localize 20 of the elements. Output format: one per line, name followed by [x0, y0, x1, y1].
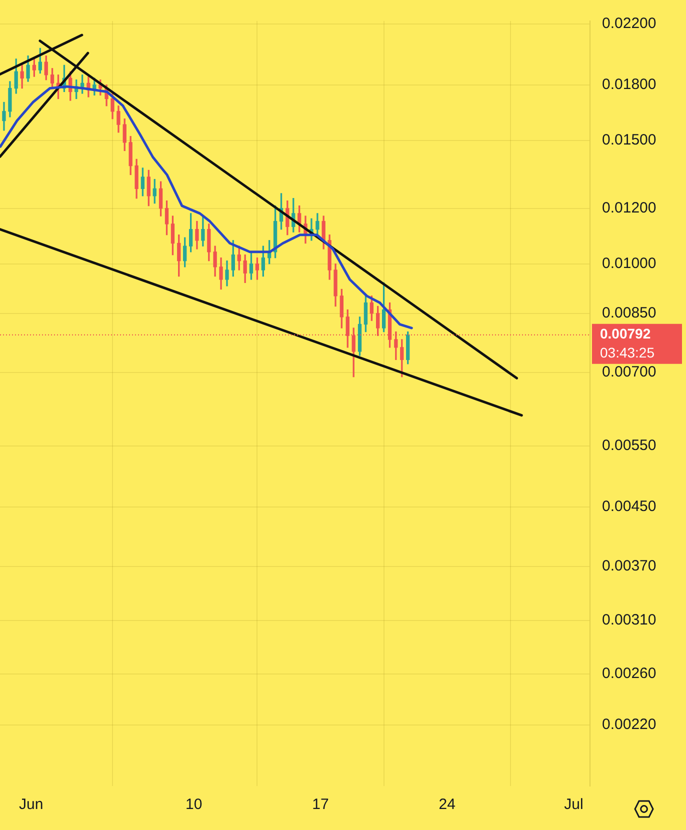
x-tick-label: Jul	[564, 796, 584, 814]
y-tick-label: 0.02200	[602, 14, 656, 32]
x-tick-label: Jun	[19, 796, 44, 814]
y-tick-label: 0.00310	[602, 612, 656, 629]
y-tick-label: 0.00550	[602, 437, 656, 454]
y-tick-label: 0.01500	[602, 132, 656, 149]
y-tick-label: 0.01200	[602, 199, 656, 216]
y-tick-label: 0.00450	[602, 498, 656, 516]
y-tick-label: 0.00220	[602, 716, 656, 734]
text: 03:43:25	[600, 344, 655, 361]
x-tick-label: 17	[312, 796, 329, 814]
y-tick-label: 0.00260	[602, 665, 656, 682]
y-tick-label: 0.01800	[602, 76, 656, 93]
y-tick-label: 0.00850	[602, 304, 656, 322]
ref-line-label: 0.00792	[600, 326, 651, 342]
y-tick-label: 0.01000	[602, 254, 656, 272]
x-tick-label: 10	[186, 796, 202, 814]
x-tick-label: 24	[438, 796, 456, 814]
y-tick-label: 0.00700	[602, 364, 656, 381]
y-tick-label: 0.00370	[602, 558, 656, 575]
